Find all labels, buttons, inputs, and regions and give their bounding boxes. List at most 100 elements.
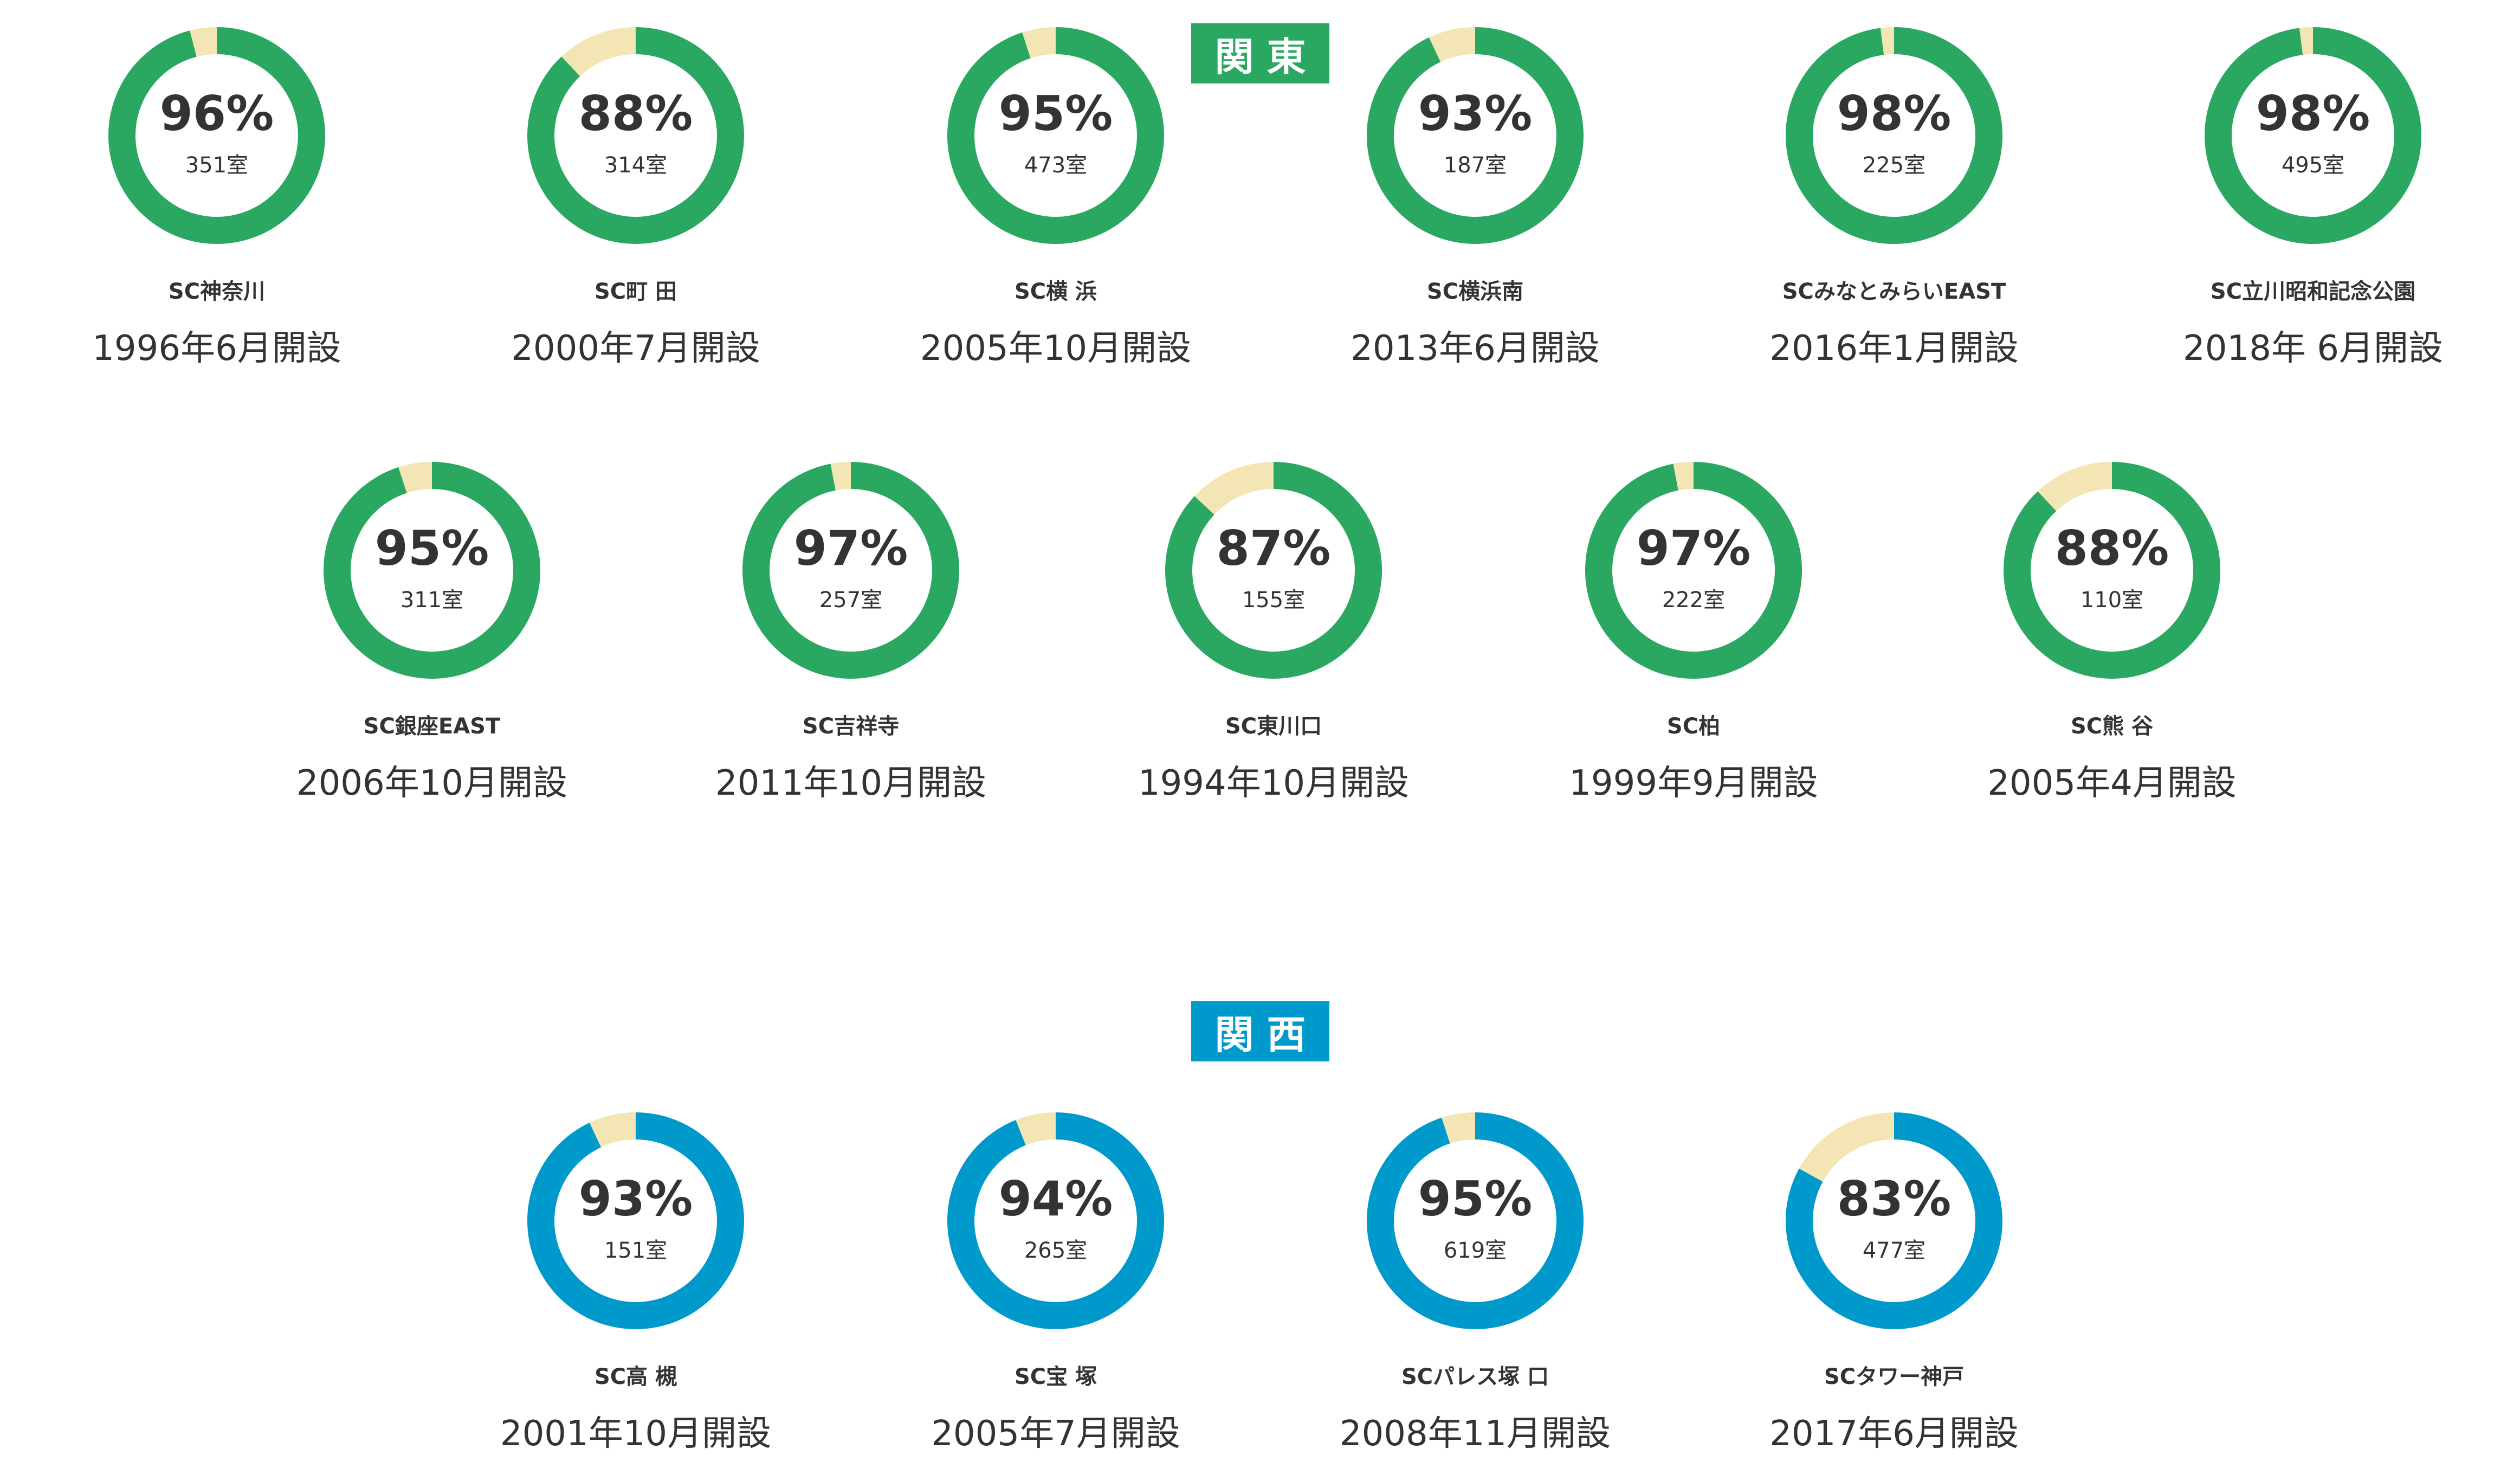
occupancy-percent-label: 93%: [1418, 86, 1533, 141]
occupancy-percent-label: 94%: [998, 1171, 1113, 1227]
occupancy-percent-label: 98%: [1837, 86, 1952, 141]
facility-name: SCみなとみらいEAST: [1782, 279, 2006, 304]
occupancy-donut: [1367, 1112, 1584, 1329]
facility-opened-date: 2001年10月開設: [500, 1414, 772, 1454]
facility-card: 95% 619室 SCパレス塚 口 2008年11月開設: [1269, 1112, 1681, 1481]
facility-card: 83% 477室 SCタワー神戸 2017年6月開設: [1688, 1112, 2100, 1481]
room-count-label: 265室: [1024, 1238, 1088, 1263]
vacant-slice: [589, 1112, 636, 1148]
facility-name: SC立川昭和記念公園: [2210, 279, 2416, 304]
occupancy-donut: [1367, 27, 1584, 244]
room-count-label: 225室: [1862, 153, 1926, 178]
region-badge-kanto: 関東: [1191, 23, 1329, 83]
facility-card: 97% 222室 SC柏 1999年9月開設: [1488, 462, 1899, 830]
room-count-label: 314室: [604, 153, 668, 178]
occupancy-percent-label: 95%: [374, 520, 489, 576]
facility-name: SC宝 塚: [1014, 1364, 1097, 1389]
room-count-label: 155室: [1242, 588, 1306, 613]
occupancy-donut: [2004, 462, 2220, 679]
facility-card: 96% 351室 SC神奈川 1996年6月開設: [11, 27, 423, 396]
facility-name: SC銀座EAST: [363, 714, 501, 739]
room-count-label: 110室: [2080, 588, 2144, 613]
facility-card: 98% 225室 SCみなとみらいEAST 2016年1月開設: [1688, 27, 2100, 396]
vacant-slice: [1429, 27, 1475, 62]
room-count-label: 311室: [400, 588, 464, 613]
occupancy-donut: [947, 27, 1164, 244]
facility-name: SC横 浜: [1014, 279, 1097, 304]
facility-card: 98% 495室 SC立川昭和記念公園 2018年 6月開設: [2107, 27, 2519, 396]
vacant-slice: [1799, 1112, 1894, 1182]
occupancy-donut: [527, 1112, 744, 1329]
occupancy-donut: [1585, 462, 1802, 679]
vacant-slice: [2299, 27, 2313, 55]
facility-opened-date: 2006年10月開設: [296, 763, 568, 803]
occupancy-donut: [1786, 27, 2002, 244]
facility-name: SC柏: [1666, 714, 1721, 739]
occupancy-percent-label: 88%: [578, 86, 693, 141]
room-count-label: 477室: [1862, 1238, 1926, 1263]
room-count-label: 351室: [185, 153, 249, 178]
facility-card: 95% 311室 SC銀座EAST 2006年10月開設: [226, 462, 638, 830]
facility-name: SC町 田: [594, 279, 677, 304]
facility-card: 93% 151室 SC高 槻 2001年10月開設: [430, 1112, 842, 1481]
occupancy-donut: [2205, 27, 2421, 244]
facility-name: SC横浜南: [1426, 279, 1524, 304]
occupancy-donut: [527, 27, 744, 244]
vacant-slice: [398, 462, 432, 493]
vacant-slice: [1442, 1112, 1475, 1144]
facility-name: SCタワー神戸: [1824, 1364, 1965, 1389]
room-count-label: 222室: [1662, 588, 1726, 613]
facility-card: 88% 314室 SC町 田 2000年7月開設: [430, 27, 842, 396]
facility-name: SC神奈川: [168, 279, 266, 304]
occupancy-donut: [947, 1112, 1164, 1329]
room-count-label: 473室: [1024, 153, 1088, 178]
facility-opened-date: 1994年10月開設: [1138, 763, 1410, 803]
occupancy-percent-label: 98%: [2256, 86, 2370, 141]
facility-card: 88% 110室 SC熊 谷 2005年4月開設: [1906, 462, 2318, 830]
occupancy-percent-label: 96%: [159, 86, 274, 141]
facility-name: SC吉祥寺: [802, 714, 900, 739]
facility-opened-date: 2013年6月開設: [1351, 329, 1600, 369]
occupancy-donut: [1165, 462, 1382, 679]
facility-name: SC熊 谷: [2070, 714, 2154, 739]
facility-opened-date: 1999年9月開設: [1569, 763, 1818, 803]
facility-opened-date: 2016年1月開設: [1769, 329, 2019, 369]
facility-opened-date: 2011年10月開設: [715, 763, 987, 803]
facility-opened-date: 1996年6月開設: [92, 329, 341, 369]
room-count-label: 495室: [2281, 153, 2345, 178]
occupancy-percent-label: 87%: [1216, 520, 1331, 576]
facility-card: 94% 265室 SC宝 塚 2005年7月開設: [850, 1112, 1262, 1481]
facility-opened-date: 2017年6月開設: [1769, 1414, 2019, 1454]
vacant-slice: [1673, 462, 1694, 491]
occupancy-percent-label: 88%: [2054, 520, 2169, 576]
occupancy-percent-label: 97%: [793, 520, 908, 576]
occupancy-donut: [324, 462, 540, 679]
facility-name: SC高 槻: [594, 1364, 677, 1389]
facility-name: SC東川口: [1225, 714, 1322, 739]
occupancy-donut: [1786, 1112, 2002, 1329]
region-badge-kansai: 関西: [1191, 1001, 1329, 1061]
occupancy-percent-label: 83%: [1837, 1171, 1952, 1227]
occupancy-percent-label: 93%: [578, 1171, 693, 1227]
vacant-slice: [2038, 462, 2112, 511]
vacant-slice: [1016, 1112, 1056, 1145]
facility-opened-date: 2005年7月開設: [931, 1414, 1180, 1454]
vacant-slice: [190, 27, 217, 57]
facility-card: 93% 187室 SC横浜南 2013年6月開設: [1269, 27, 1681, 396]
room-count-label: 619室: [1443, 1238, 1507, 1263]
vacant-slice: [1880, 27, 1894, 55]
facility-opened-date: 2005年10月開設: [920, 329, 1192, 369]
facility-card: 87% 155室 SC東川口 1994年10月開設: [1068, 462, 1479, 830]
room-count-label: 151室: [604, 1238, 668, 1263]
facility-opened-date: 2000年7月開設: [511, 329, 760, 369]
facility-opened-date: 2005年4月開設: [1987, 763, 2237, 803]
facility-card: 95% 473室 SC横 浜 2005年10月開設: [850, 27, 1262, 396]
occupancy-percent-label: 97%: [1636, 520, 1751, 576]
facility-card: 97% 257室 SC吉祥寺 2011年10月開設: [645, 462, 1057, 830]
room-count-label: 187室: [1443, 153, 1507, 178]
room-count-label: 257室: [819, 588, 883, 613]
occupancy-donut: [108, 27, 325, 244]
vacant-slice: [561, 27, 636, 76]
occupancy-percent-label: 95%: [1418, 1171, 1533, 1227]
occupancy-donut: [742, 462, 959, 679]
